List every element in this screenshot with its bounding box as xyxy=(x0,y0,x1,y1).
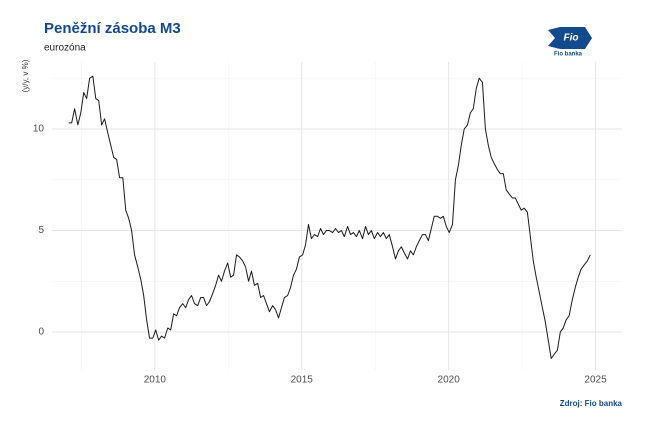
x-tick-label: 2020 xyxy=(438,375,461,386)
y-tick-label: 10 xyxy=(33,124,45,135)
data-line xyxy=(68,75,591,359)
logo: Fio Fio banka xyxy=(548,27,592,58)
y-tick-label: 0 xyxy=(38,327,44,338)
x-tick-label: 2010 xyxy=(144,375,167,386)
logo-flag xyxy=(548,27,592,49)
logo-text: Fio banka xyxy=(554,52,583,58)
source: Zdroj: Fio banka xyxy=(560,399,623,408)
x-tick-label: 2025 xyxy=(584,375,607,386)
chart-subtitle: eurozóna xyxy=(44,43,86,54)
y-tick-label: 5 xyxy=(38,225,44,236)
y-axis-label: (y/y, v %) xyxy=(21,59,30,92)
logo-mark: Fio xyxy=(564,33,579,44)
chart-title: Peněžní zásoba M3 xyxy=(44,20,181,37)
grid xyxy=(52,62,622,370)
x-tick-label: 2015 xyxy=(291,375,314,386)
